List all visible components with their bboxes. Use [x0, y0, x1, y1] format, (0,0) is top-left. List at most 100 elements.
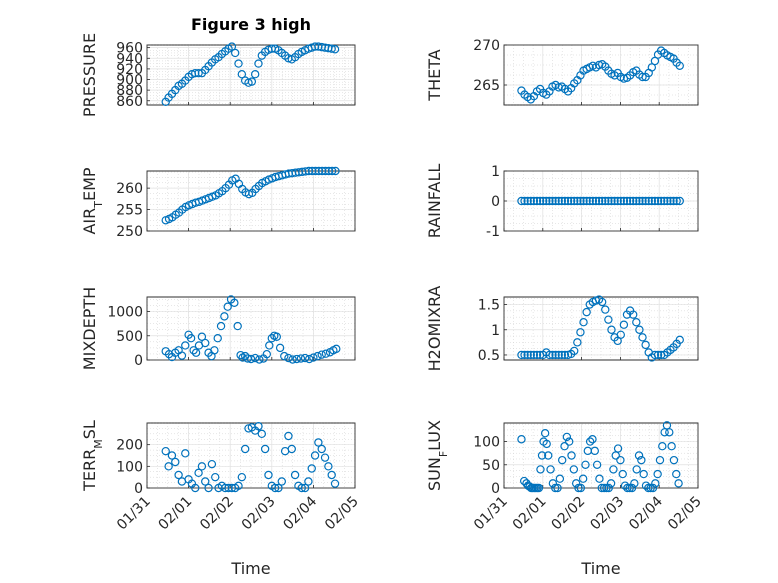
data-point [191, 348, 201, 357]
subplot-sun-flux: 0 50 100 SUNFLUX 01/3102/0102/0202/0302/0402… [425, 420, 705, 578]
y-tick-label: 500 [116, 329, 143, 345]
y-axis-label: MIXDEPTH [80, 287, 99, 370]
data-point [579, 318, 588, 327]
data-point [194, 468, 203, 478]
x-axis-label: Time [580, 559, 620, 578]
y-tick-label: 0 [491, 481, 500, 497]
data-point [545, 196, 554, 206]
data-point [579, 196, 588, 206]
data-point [602, 483, 611, 493]
data-point [529, 350, 539, 360]
data-point [629, 310, 638, 319]
data-point [164, 462, 173, 471]
data-point [639, 469, 648, 479]
y-axis-label: TERRMSL [80, 420, 105, 492]
data-point [562, 432, 572, 442]
data-point [609, 465, 618, 474]
data-point [321, 349, 331, 358]
data-point [274, 483, 283, 493]
data-point [618, 469, 627, 479]
y-tick-label: 265 [473, 78, 500, 94]
y-tick-label: 860 [116, 94, 143, 110]
data-point [591, 196, 601, 206]
data-point [588, 196, 598, 206]
data-point [540, 429, 550, 438]
data-point [191, 483, 200, 493]
data-point [292, 354, 301, 364]
data-point [262, 349, 272, 359]
data-point [604, 315, 613, 324]
data-point [313, 351, 322, 361]
data-point [548, 350, 557, 360]
data-point [574, 483, 583, 493]
data-point [216, 321, 226, 331]
data-point [324, 462, 333, 471]
data-point [629, 196, 638, 206]
data-point [622, 196, 632, 206]
data-point [650, 350, 660, 360]
y-tick-label: 0 [491, 194, 500, 210]
data-point [582, 196, 591, 206]
y-tick-label: 260 [116, 181, 143, 197]
data-point [619, 320, 629, 329]
data-point [542, 196, 551, 206]
data-point [284, 353, 293, 363]
data-point [644, 483, 653, 493]
y-tick-label: 100 [473, 435, 500, 451]
data-point [277, 477, 286, 486]
data-point [544, 451, 553, 460]
data-point [655, 455, 665, 465]
data-point [536, 465, 545, 474]
data-point [230, 298, 239, 308]
data-point [526, 196, 535, 206]
data-point [237, 70, 247, 79]
y-tick-label: 200 [116, 438, 143, 454]
data-point [576, 483, 586, 493]
subplot-rainfall: -1 0 1 RAINFALL [425, 164, 699, 240]
data-point [604, 196, 613, 206]
data-point [330, 45, 340, 54]
data-point [653, 469, 662, 479]
data-point [554, 350, 563, 360]
y-axis-label: THETA [425, 49, 444, 101]
data-point [635, 196, 644, 206]
y-tick-label: 0 [134, 481, 143, 497]
data-point [641, 340, 650, 350]
data-point [619, 196, 629, 206]
data-point [327, 470, 336, 480]
data-point [164, 349, 174, 359]
data-point [254, 422, 263, 431]
data-point [300, 353, 310, 363]
data-point [526, 350, 535, 360]
data-point [246, 354, 256, 364]
data-point [647, 196, 657, 206]
data-point [632, 196, 641, 206]
data-point [307, 464, 316, 473]
y-tick-label: 1 [491, 323, 500, 339]
data-point [585, 437, 595, 446]
data-point [194, 68, 203, 78]
subplot-air-temp: 250 255 260 AIRTEMP [80, 166, 356, 240]
data-point [569, 465, 579, 474]
data-point [665, 428, 674, 437]
data-point [613, 444, 623, 453]
data-point [287, 444, 296, 454]
data-point [532, 350, 542, 360]
data-point [260, 444, 270, 454]
data-point [567, 451, 576, 460]
data-point [181, 341, 190, 350]
data-point [551, 350, 560, 360]
data-point [517, 435, 526, 444]
data-point [667, 442, 676, 451]
x-tick-label: 02/02 [197, 494, 237, 534]
data-point [327, 166, 337, 176]
data-point [288, 355, 297, 364]
x-tick-label: 02/04 [280, 493, 320, 533]
data-point [638, 72, 647, 82]
data-point [204, 483, 213, 493]
data-point [606, 479, 616, 488]
data-point [207, 459, 217, 469]
data-point [555, 474, 565, 483]
subplot-theta: 265 270 THETA [425, 38, 699, 106]
